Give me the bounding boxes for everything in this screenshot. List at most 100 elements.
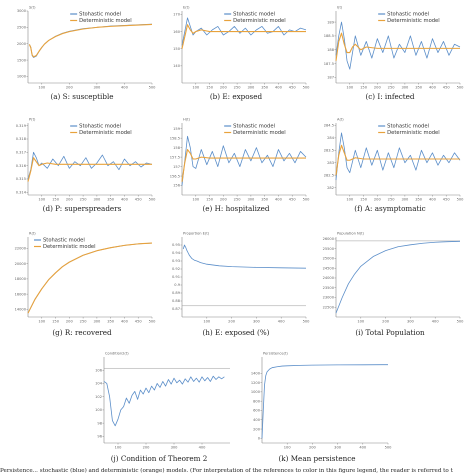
x-tick-label: 100 [203, 320, 211, 324]
x-tick-label: 100 [38, 198, 46, 202]
panel-e: H(t) 156 156.5 157 157.5 158 158.5 159 100 150 200… [162, 114, 310, 216]
caption-d: (d) P: superspreaders [42, 204, 122, 213]
y-tick-label: 188 [327, 48, 335, 52]
legend-entry: Stohastic model [387, 124, 429, 130]
caption-h: (h) E: exposed (%) [202, 328, 270, 337]
x-tick-label: 450 [443, 86, 451, 90]
x-tick-label: 400 [121, 86, 129, 90]
y-tick-label: 0.95 [172, 243, 180, 247]
y-tick-label: 159 [173, 127, 181, 131]
y-tick-label: 158.5 [170, 136, 180, 140]
x-tick-label: 200 [309, 446, 317, 450]
x-tick-label: 100 [38, 86, 46, 90]
legend-entry: Deterministic model [387, 18, 440, 24]
caption-a: (a) S: susceptible [50, 92, 114, 101]
caption-k: (k) Mean persistence [278, 454, 356, 463]
x-tick-label: 500 [149, 198, 157, 202]
legend-entry: Stohastic model [233, 12, 275, 18]
y-tick-label: 156.5 [170, 174, 180, 178]
x-tick-label: 350 [107, 320, 115, 324]
x-tick-label: 300 [401, 86, 409, 90]
x-tick-label: 100 [346, 198, 354, 202]
x-tick-label: 300 [247, 198, 255, 202]
y-axis-label: H(t) [183, 118, 191, 122]
x-tick-label: 250 [80, 198, 88, 202]
series-line-single [103, 375, 225, 427]
y-tick-label: 102 [95, 395, 102, 399]
panel-i: Population N(t) 22500 23000 23500 24000 24500… [316, 228, 465, 340]
x-tick-label: 150 [360, 198, 368, 202]
y-axis-label: P(t) [29, 118, 36, 122]
series-line-stochastic [181, 135, 307, 186]
y-tick-label: 282 [327, 186, 334, 190]
y-tick-label: 150 [173, 47, 181, 51]
x-tick-label: 100 [346, 86, 354, 90]
caption-c: (c) I: infected [365, 92, 415, 101]
x-tick-label: 500 [303, 320, 311, 324]
x-tick-label: 100 [192, 198, 200, 202]
y-axis-label: I(t) [337, 6, 343, 10]
y-tick-label: 200 [253, 427, 261, 431]
y-tick-label: 284.5 [324, 124, 334, 128]
x-tick-label: 350 [415, 86, 423, 90]
y-tick-label: 160 [173, 30, 181, 34]
legend-entry: Deterministic model [79, 18, 132, 24]
x-tick-label: 350 [261, 198, 269, 202]
x-tick-label: 200 [374, 198, 382, 202]
series-line-deterministic [335, 32, 460, 61]
y-tick-label: 187 [327, 76, 334, 80]
y-tick-label: 0.314 [16, 191, 27, 195]
legend-entry: Stohastic model [43, 238, 85, 244]
y-tick-label: 0 [258, 437, 261, 441]
x-tick-label: 350 [415, 198, 423, 202]
x-tick-label: 300 [407, 320, 415, 324]
caption-f: (f) A: asymptomatic [354, 204, 426, 213]
x-tick-label: 200 [382, 320, 390, 324]
x-tick-label: 300 [247, 86, 255, 90]
x-tick-label: 500 [303, 198, 311, 202]
x-tick-label: 200 [228, 320, 236, 324]
y-tick-label: 2000 [17, 42, 27, 46]
series-line-deterministic [27, 242, 153, 314]
y-axis-label: Proportion E(t) [183, 232, 210, 236]
chart-c: I(t) 187 187.5 188 188.5 189 100 150 200 250 300 35… [324, 6, 464, 90]
y-tick-label: 188.5 [324, 34, 334, 38]
x-tick-label: 400 [429, 198, 437, 202]
y-tick-label: 23000 [323, 296, 335, 300]
x-tick-label: 400 [432, 320, 440, 324]
y-tick-label: 100 [95, 408, 103, 412]
x-tick-label: 150 [52, 320, 60, 324]
legend-entry: Deterministic model [387, 130, 440, 136]
x-tick-label: 250 [388, 86, 396, 90]
x-tick-label: 400 [278, 320, 286, 324]
y-tick-label: 0.88 [172, 299, 181, 303]
y-tick-label: 157 [173, 165, 180, 169]
y-tick-label: 282.5 [324, 173, 334, 177]
x-tick-label: 500 [149, 320, 157, 324]
series-line-stochastic [181, 17, 307, 46]
y-tick-label: 0.94 [172, 251, 181, 255]
chart-k: Persistence(t) 0 200 400 600 800 1000 1200 1400 1… [251, 352, 392, 450]
y-tick-label: 20000 [15, 262, 27, 266]
series-line-single [182, 244, 307, 269]
x-tick-label: 300 [93, 320, 101, 324]
y-axis-label: Population N(t) [337, 232, 365, 236]
legend-entry: Stohastic model [387, 12, 429, 18]
y-tick-label: 0.318 [16, 137, 27, 141]
y-tick-label: 283 [327, 161, 334, 165]
x-tick-label: 250 [234, 86, 242, 90]
panel-j: Condition2(t) 96 98 100 102 104 106 100 200 300 40… [84, 348, 234, 466]
y-axis-label: E(t) [183, 6, 190, 10]
y-tick-label: 96 [97, 435, 102, 439]
y-tick-label: 187.5 [324, 62, 334, 66]
y-axis-label: S(t) [29, 6, 36, 10]
x-tick-label: 150 [206, 86, 214, 90]
chart-e: H(t) 156 156.5 157 157.5 158 158.5 159 100 150 200… [170, 118, 311, 202]
y-tick-label: 24000 [323, 276, 335, 280]
y-tick-label: 0.317 [16, 151, 26, 155]
x-tick-label: 150 [206, 198, 214, 202]
x-tick-label: 300 [93, 198, 101, 202]
x-tick-label: 200 [220, 198, 228, 202]
y-axis-label: R(t) [29, 232, 36, 236]
y-tick-label: 0.91 [172, 275, 180, 279]
